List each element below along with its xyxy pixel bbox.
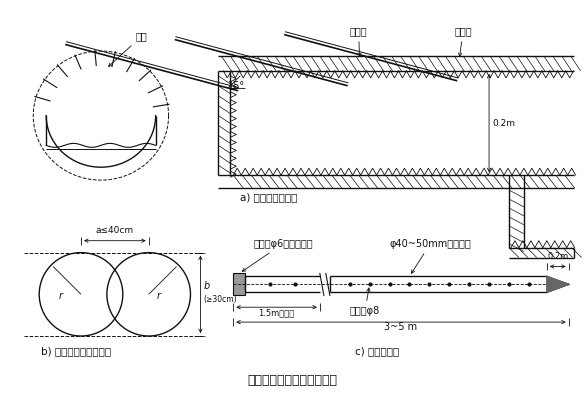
Text: 管箍（φ6钢筋加焊）: 管箍（φ6钢筋加焊） [242, 239, 313, 271]
Text: 超前小导管注浆预加固围岩: 超前小导管注浆预加固围岩 [247, 374, 337, 387]
Text: 小导管: 小导管 [350, 26, 367, 56]
Text: r: r [59, 291, 63, 301]
Text: 15°: 15° [228, 81, 245, 91]
Text: 3~5 m: 3~5 m [384, 322, 418, 332]
Text: 钻孔: 钻孔 [109, 31, 148, 66]
Text: 钢支撑: 钢支撑 [454, 26, 472, 56]
Text: a≤40cm: a≤40cm [96, 226, 134, 235]
Text: 0.2m: 0.2m [547, 252, 568, 261]
FancyBboxPatch shape [233, 274, 245, 295]
Text: (≥30cm): (≥30cm) [203, 295, 237, 304]
Polygon shape [547, 276, 569, 292]
Text: c) 小导管全图: c) 小导管全图 [354, 346, 399, 356]
Text: 1.5m不钻孔: 1.5m不钻孔 [259, 308, 295, 317]
Text: 出浆孔φ8: 出浆孔φ8 [350, 288, 380, 316]
Text: b: b [203, 281, 210, 291]
Text: 0.2m: 0.2m [492, 119, 515, 127]
Text: φ40~50mm有缝钢管: φ40~50mm有缝钢管 [390, 239, 471, 273]
Text: b) 注浆半径及孔距选择: b) 注浆半径及孔距选择 [41, 346, 112, 356]
Text: a) 超前小导管布置: a) 超前小导管布置 [240, 192, 298, 202]
Text: r: r [157, 291, 161, 301]
